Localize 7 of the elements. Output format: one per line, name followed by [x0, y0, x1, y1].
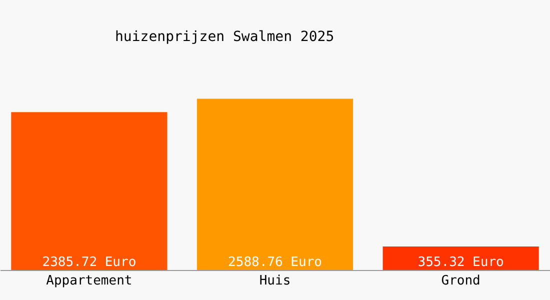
chart-title: huizenprijzen Swalmen 2025	[115, 29, 334, 45]
data-label: 2588.76 Euro	[228, 255, 322, 270]
data-label: 2385.72 Euro	[42, 255, 136, 270]
data-label: 355.32 Euro	[418, 255, 504, 270]
x-tick-label: Huis	[259, 274, 291, 288]
x-tick-label: Appartement	[46, 274, 132, 288]
x-tick-label: Grond	[441, 274, 480, 288]
